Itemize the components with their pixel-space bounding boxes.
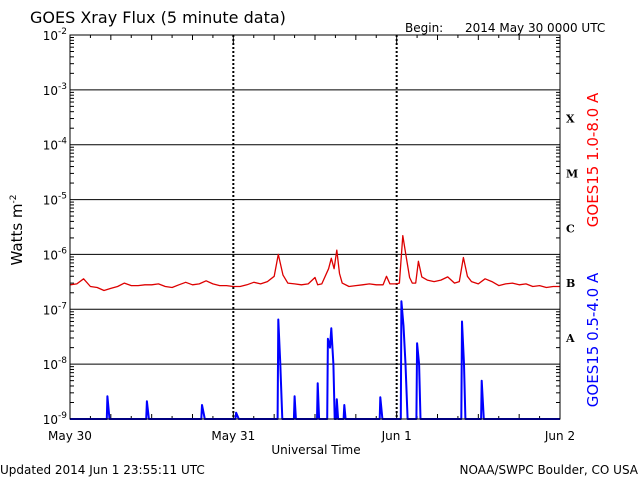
series-label-red-group: GOES15 1.0-8.0 A <box>584 92 602 227</box>
flare-class-label: B <box>566 277 575 290</box>
credit-text: NOAA/SWPC Boulder, CO USA <box>460 463 639 477</box>
flare-class-labels: X M C B A <box>565 113 578 345</box>
series-label-blue-group: GOES15 0.5-4.0 A <box>584 272 602 407</box>
updated-timestamp: Updated 2014 Jun 1 23:55:11 UTC <box>0 463 205 477</box>
chart-title: GOES Xray Flux (5 minute data) <box>30 8 286 27</box>
series-label-short: GOES15 0.5-4.0 A <box>584 272 602 407</box>
y-axis-label: Watts m-2 <box>8 194 26 265</box>
y-tick-label: 10-7 <box>43 301 67 317</box>
series-group <box>69 234 560 420</box>
y-tick-label: 10-5 <box>43 192 67 208</box>
begin-label: Begin: <box>405 21 443 35</box>
y-tick-label: 10-4 <box>43 137 68 153</box>
y-tick-label: 10-3 <box>43 82 67 98</box>
y-tick-label: 10-6 <box>43 246 68 262</box>
flare-class-label: C <box>566 222 575 235</box>
series-label-long: GOES15 1.0-8.0 A <box>584 92 602 227</box>
x-tick-label: Jun 1 <box>381 429 412 443</box>
x-tick-label: May 31 <box>211 429 255 443</box>
flare-class-label: A <box>565 332 575 345</box>
y-axis-label-group: Watts m-2 <box>8 194 26 265</box>
begin-value: 2014 May 30 0000 UTC <box>465 21 605 35</box>
x-axis-label: Universal Time <box>271 443 360 457</box>
x-axis: May 30 May 31 Jun 1 Jun 2 <box>48 35 575 443</box>
series-line-short <box>70 300 560 420</box>
y-axis-label-exponent: -2 <box>9 194 19 203</box>
y-axis-label-text: Watts m <box>8 203 26 265</box>
y-axis: 10-2 10-3 10-4 10-5 10-6 10-7 10-8 10-9 <box>43 27 560 427</box>
grid <box>70 35 560 419</box>
flare-class-label: X <box>566 113 575 126</box>
flare-class-label: M <box>566 167 578 180</box>
y-tick-label: 10-8 <box>43 356 68 372</box>
x-tick-label: May 30 <box>48 429 92 443</box>
plot-frame <box>69 34 561 420</box>
y-tick-label: 10-2 <box>43 27 67 43</box>
y-tick-label: 10-9 <box>43 411 68 427</box>
x-tick-label: Jun 2 <box>544 429 575 443</box>
series-line-long <box>69 234 560 292</box>
